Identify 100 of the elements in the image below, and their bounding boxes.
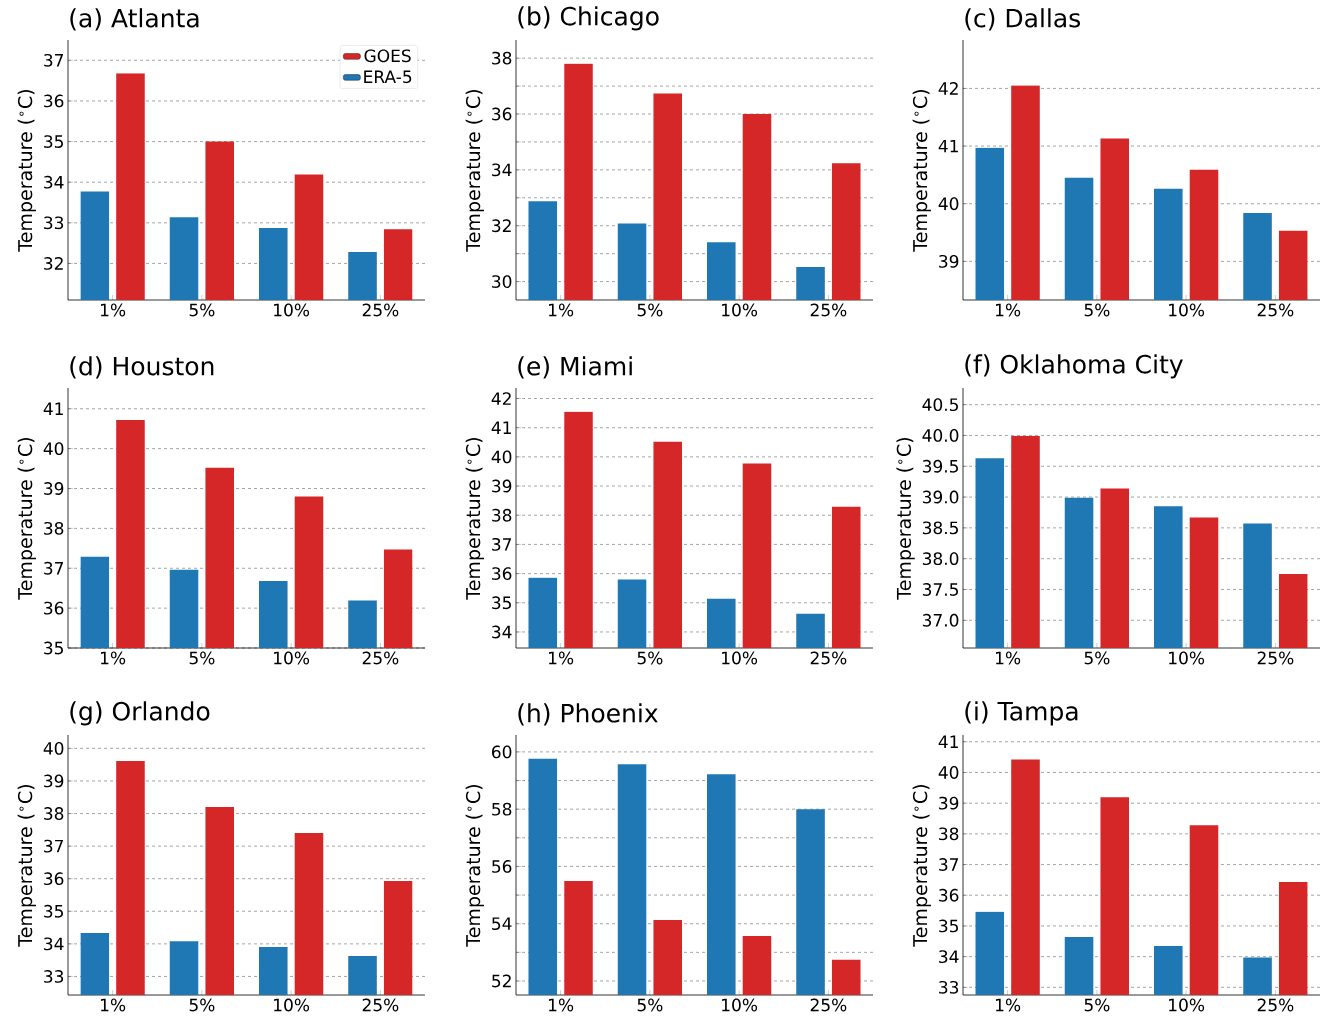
x-tick-label: 1% [549,303,574,317]
x-tick-label: 25% [810,303,847,317]
x-tick-label: 5% [189,303,215,317]
y-axis-title: Temperature ($^{∘}$C) [465,785,484,947]
y-tick-label: 35 [44,904,63,918]
y-tick-label: 38 [492,51,512,65]
y-axis-title: Temperature ($^{∘}$C) [17,438,36,600]
y-tick-label: 41 [938,735,958,748]
x-tick-label: 25% [362,651,399,665]
y-tick-label: 34 [492,625,512,639]
x-tick-label: 1% [101,303,126,317]
x-tick-label: 10% [274,651,310,665]
x-tick-label: 5% [637,303,663,317]
x-tick-label: 5% [1084,998,1110,1012]
y-tick-label: 34 [44,175,64,189]
x-tick-label: 1% [549,998,574,1012]
y-tick-label: 36 [492,567,512,581]
y-tick-label: 37 [44,839,64,853]
y-tick-label: 38.0 [922,552,959,566]
chart-title: (b) Chicago [518,6,659,31]
y-tick-label: 52 [492,974,511,988]
x-tick-label: 5% [637,651,663,665]
x-tick-label: 10% [274,303,310,317]
y-tick-label: 35 [44,135,63,148]
y-tick-label: 39.5 [922,459,958,473]
y-tick-label: 33 [939,980,959,994]
x-tick-label: 10% [1169,303,1205,317]
y-tick-label: 33 [44,216,64,230]
x-tick-label: 1% [101,651,126,665]
y-tick-label: 41 [491,421,511,434]
y-axis-title: Temperature ($^{∘}$C) [465,89,484,252]
y-tick-label: 40.0 [922,429,959,442]
x-tick-label: 1% [996,651,1021,665]
y-axis-title: Temperature ($^{∘}$C) [896,438,915,600]
x-tick-label: 25% [1257,651,1294,665]
y-tick-label: 36 [44,94,64,108]
y-tick-label: 37.0 [922,613,959,627]
y-tick-label: 32 [492,219,511,233]
x-tick-label: 10% [722,651,758,665]
chart-title: (h) Phoenix [518,703,658,726]
x-tick-label: 10% [274,998,310,1012]
y-tick-label: 35 [492,596,511,610]
x-tick-label: 10% [722,998,758,1012]
y-tick-label: 36 [44,601,64,615]
chart-title: (a) Atlanta [70,8,199,31]
y-tick-label: 41 [43,402,63,415]
y-tick-label: 40 [938,766,959,779]
legend-label: ERA-5 [364,70,412,84]
y-tick-label: 34 [939,950,959,964]
y-tick-label: 32 [44,257,63,270]
x-tick-label: 25% [1257,303,1294,317]
y-tick-label: 39 [44,482,64,495]
y-tick-label: 40.5 [922,398,958,412]
y-tick-label: 35 [939,919,958,933]
x-tick-label: 1% [101,998,126,1012]
y-tick-label: 58 [492,802,512,816]
x-tick-label: 5% [1084,651,1110,665]
x-tick-label: 1% [549,651,574,665]
y-axis-title: Temperature ($^{∘}$C) [465,438,484,600]
x-tick-label: 10% [722,303,758,317]
y-axis-title: Temperature ($^{∘}$C) [912,785,931,947]
y-axis-title: Temperature ($^{∘}$C) [912,89,931,252]
x-tick-label: 25% [362,303,399,317]
y-tick-label: 34 [492,163,512,177]
y-tick-label: 30 [492,275,512,288]
y-tick-label: 40 [43,442,64,456]
y-tick-label: 35 [44,641,63,655]
x-tick-label: 10% [1169,651,1205,665]
y-tick-label: 34 [44,937,64,951]
y-tick-label: 38 [44,521,64,535]
y-tick-label: 36 [939,888,959,902]
y-tick-label: 40 [491,450,512,464]
x-tick-label: 1% [996,303,1021,317]
y-tick-label: 33 [44,970,64,983]
y-tick-label: 38 [939,827,959,841]
y-tick-label: 39.0 [922,490,959,504]
x-tick-label: 5% [189,651,215,665]
y-tick-label: 39 [939,254,959,268]
y-tick-label: 40 [43,741,64,755]
chart-title: (g) Orlando [70,701,210,726]
y-tick-label: 37 [939,858,959,871]
x-tick-label: 25% [810,998,847,1012]
y-tick-label: 42 [938,82,958,95]
y-tick-label: 41 [938,139,958,153]
chart-title: (e) Miami [518,356,632,379]
y-tick-label: 36 [44,872,64,886]
y-tick-label: 36 [492,107,512,121]
y-tick-label: 37 [44,561,64,575]
y-tick-label: 37.5 [922,583,958,596]
x-tick-label: 10% [1169,998,1205,1012]
y-tick-label: 38 [44,807,64,820]
x-tick-label: 25% [362,998,399,1012]
y-tick-label: 42 [491,392,511,405]
y-tick-label: 40 [938,197,959,211]
y-tick-label: 56 [492,860,512,873]
x-tick-label: 25% [810,651,847,665]
chart-title: (d) Houston [70,356,214,379]
y-tick-label: 37 [44,53,64,67]
y-tick-label: 39 [939,796,959,810]
x-tick-label: 1% [996,998,1021,1012]
